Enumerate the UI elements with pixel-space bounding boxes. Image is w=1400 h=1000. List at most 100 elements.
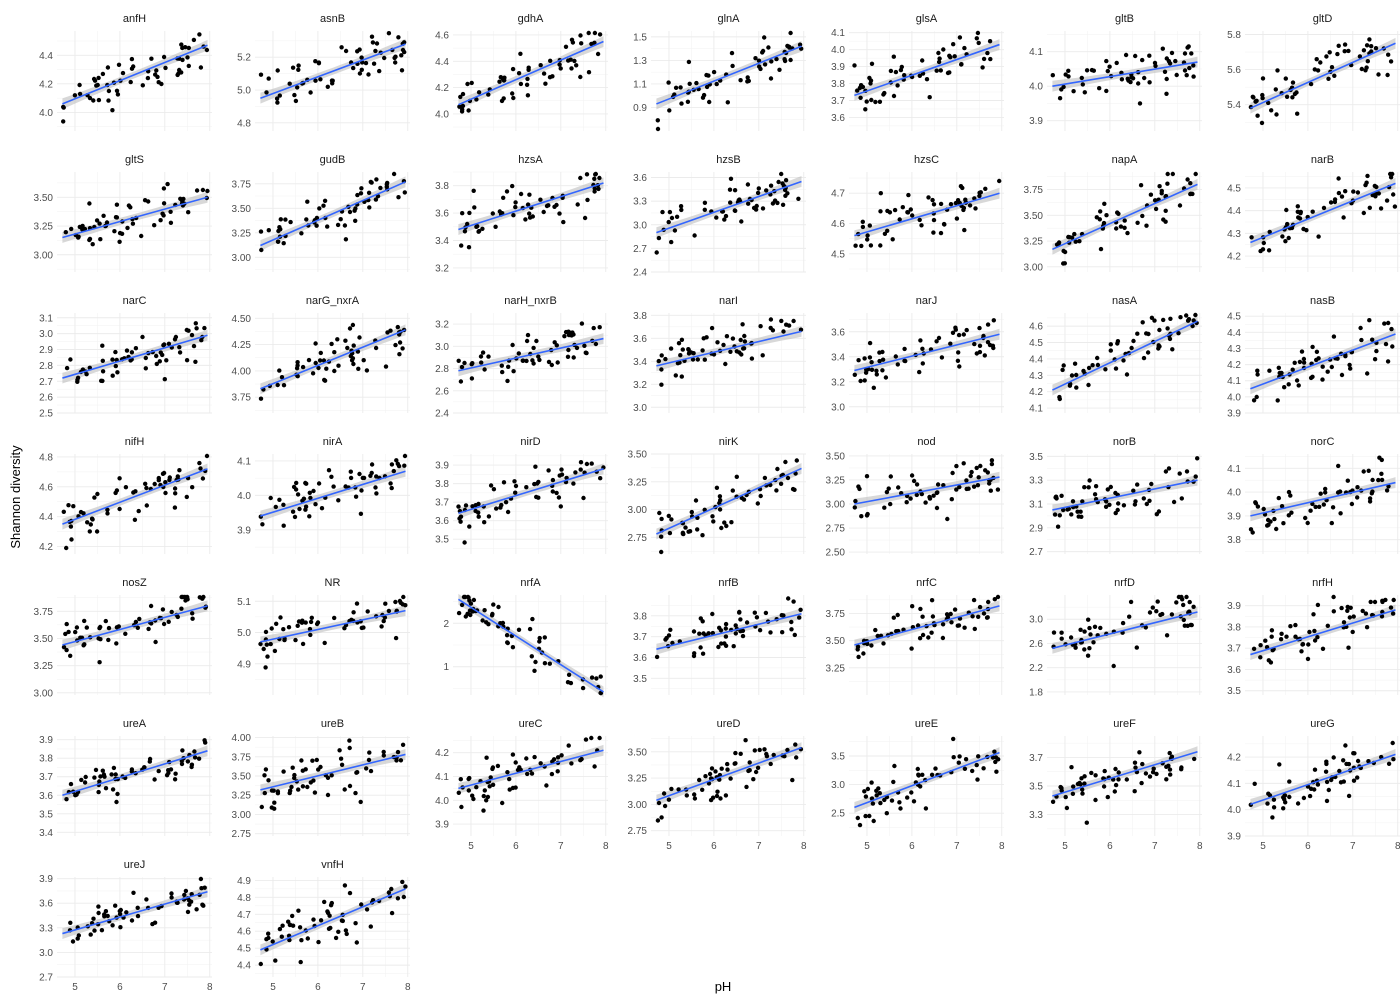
data-point (276, 228, 281, 234)
data-point (1120, 620, 1126, 626)
data-point (100, 369, 106, 374)
data-point (1326, 76, 1331, 82)
data-point (309, 615, 314, 620)
y-tick-label: 4.4 (1029, 354, 1043, 365)
data-point (707, 771, 713, 777)
data-point (1341, 215, 1346, 220)
data-point (1285, 221, 1290, 227)
y-tick-label: 2.75 (628, 533, 648, 544)
data-point (1103, 504, 1109, 509)
data-point (1108, 484, 1114, 490)
data-point (370, 40, 376, 45)
data-point (884, 811, 889, 816)
data-point (954, 487, 959, 492)
data-point (753, 56, 758, 61)
data-point (920, 614, 925, 619)
data-point (906, 192, 911, 198)
data-point (76, 933, 82, 938)
data-point (113, 903, 118, 908)
data-point (1358, 325, 1363, 331)
data-point (347, 326, 353, 331)
data-point (1104, 88, 1109, 94)
data-point (1290, 80, 1296, 85)
fit-line (62, 196, 208, 239)
data-point (989, 461, 995, 467)
x-tick-label: 5 (864, 841, 870, 852)
data-point (888, 474, 893, 479)
data-point (535, 481, 540, 486)
data-point (578, 460, 584, 465)
data-point (1351, 189, 1356, 194)
data-point (1279, 631, 1284, 636)
fit-line (458, 182, 604, 231)
data-point (659, 815, 664, 820)
data-point (1376, 477, 1381, 483)
data-point (169, 609, 174, 615)
data-point (1311, 612, 1316, 617)
data-point (468, 612, 473, 618)
data-point (953, 200, 959, 206)
data-point (90, 517, 95, 522)
data-point (129, 918, 135, 923)
data-point (1288, 624, 1293, 629)
data-point (1182, 68, 1188, 73)
data-point (1370, 337, 1375, 342)
data-point (1336, 463, 1341, 469)
data-point (361, 358, 366, 363)
data-point (580, 685, 586, 691)
data-point (533, 464, 538, 469)
data-point (659, 516, 664, 522)
data-point (524, 82, 530, 88)
y-tick-label: 4.1 (1029, 404, 1043, 415)
data-point (485, 794, 491, 800)
data-point (1080, 499, 1085, 504)
data-point (568, 680, 574, 686)
data-point (274, 96, 280, 101)
panel-title: nifH (125, 436, 145, 448)
data-point (774, 488, 779, 493)
data-point (762, 747, 767, 752)
data-point (469, 80, 474, 86)
data-point (862, 378, 867, 383)
data-point (1343, 189, 1348, 194)
data-point (100, 768, 106, 773)
data-point (1191, 604, 1196, 609)
data-point (746, 768, 751, 774)
data-point (666, 513, 671, 519)
panel-background (651, 31, 806, 131)
data-point (1347, 362, 1352, 368)
fit-line (1052, 183, 1198, 251)
data-point (968, 473, 973, 479)
data-point (1071, 784, 1076, 789)
data-point (723, 213, 729, 219)
data-point (1105, 794, 1111, 800)
data-point (733, 750, 738, 756)
data-point (63, 631, 68, 637)
data-point (177, 350, 183, 355)
fit-line (854, 333, 1000, 372)
data-point (1323, 486, 1328, 492)
y-tick-label: 4.1 (1227, 464, 1241, 475)
data-point (738, 337, 743, 343)
data-point (397, 352, 402, 357)
data-point (744, 784, 749, 790)
data-point (949, 497, 954, 502)
data-point (895, 83, 900, 88)
data-point (306, 357, 312, 363)
data-point (706, 73, 711, 78)
y-tick-label: 3.2 (831, 377, 845, 388)
data-point (1277, 762, 1282, 767)
x-tick-label: 6 (1305, 841, 1311, 852)
data-point (393, 599, 398, 605)
data-point (500, 369, 505, 375)
y-tick-label: 3.6 (831, 327, 845, 338)
data-point (934, 505, 940, 511)
data-point (1147, 498, 1152, 503)
data-point (1177, 471, 1182, 476)
y-tick-label: 4.0 (39, 108, 53, 119)
data-point (537, 635, 542, 641)
data-point (87, 95, 93, 101)
data-point (61, 119, 66, 124)
data-point (524, 756, 529, 761)
